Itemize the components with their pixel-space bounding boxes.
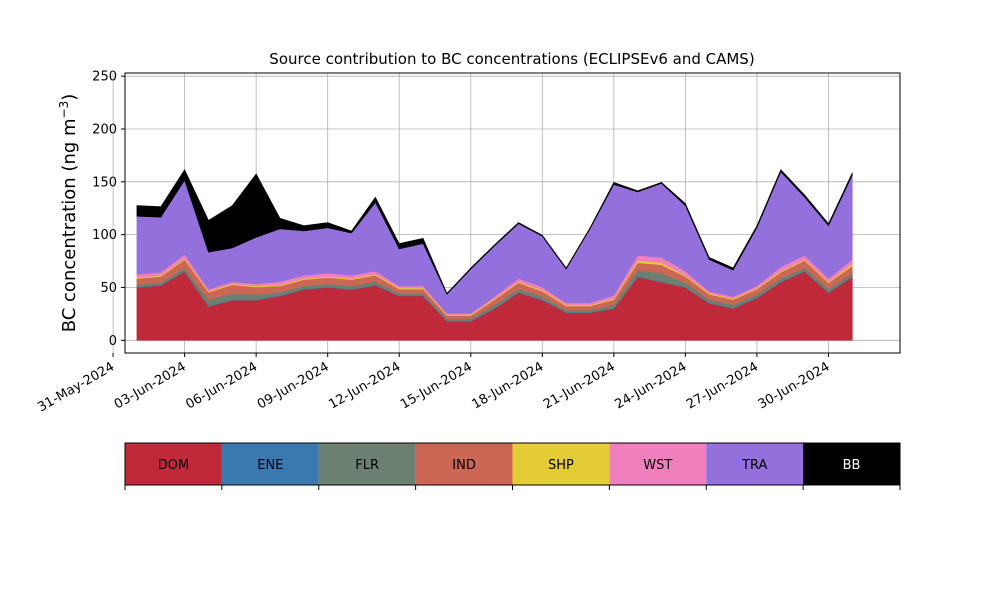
legend-swatch-ene	[221, 443, 319, 485]
x-tick-label: 31-May-2024	[35, 359, 117, 415]
y-axis-label-exponent: −3	[57, 101, 71, 119]
y-tick-label: 150	[92, 175, 117, 190]
x-tick-label: 27-Jun-2024	[684, 359, 761, 412]
y-tick-label: 50	[100, 281, 117, 296]
legend-label-tra: TRA	[741, 458, 767, 473]
legend-swatch-flr	[318, 443, 416, 485]
x-tick-label: 18-Jun-2024	[469, 359, 546, 412]
legend: DOM ENE FLR IND SHP WST TRA BB	[124, 442, 901, 490]
y-axis-label-close: )	[59, 94, 80, 101]
x-tick-label: 03-Jun-2024	[112, 359, 189, 412]
chart-title: Source contribution to BC concentrations…	[269, 50, 754, 68]
legend-label-shp: SHP	[548, 458, 574, 473]
x-tick-label: 09-Jun-2024	[255, 359, 332, 412]
series-area-bb	[136, 169, 853, 295]
legend-label-bb: BB	[843, 458, 861, 473]
x-tick-label: 21-Jun-2024	[541, 359, 618, 412]
legend-swatch-dom	[125, 443, 222, 485]
y-tick-label: 200	[92, 123, 117, 138]
legend-label-ene: ENE	[257, 458, 283, 473]
y-tick-label: 250	[92, 70, 117, 85]
plot-area: 0 50 100 150 200 250 31-May-202403-Jun-202406-…	[35, 70, 901, 415]
legend-swatch-shp	[512, 443, 610, 485]
y-axis-label: BC concentration (ng m−3)	[57, 94, 80, 333]
legend-swatch-tra	[706, 443, 804, 485]
x-tick-label: 15-Jun-2024	[398, 359, 475, 412]
legend-label-flr: FLR	[355, 458, 379, 473]
y-tick-label: 100	[92, 228, 117, 243]
legend-label-dom: DOM	[158, 458, 189, 473]
x-tick-label: 30-Jun-2024	[756, 359, 833, 412]
x-tick-label: 24-Jun-2024	[613, 359, 690, 412]
x-tick-label: 12-Jun-2024	[326, 359, 403, 412]
legend-swatch-ind	[415, 443, 513, 485]
plot-frame	[124, 72, 901, 354]
legend-label-ind: IND	[452, 458, 476, 473]
y-tick-label: 0	[109, 334, 117, 349]
legend-swatch-bb	[803, 443, 900, 485]
y-axis-label-main: BC concentration (ng m	[59, 118, 80, 332]
legend-swatch-wst	[609, 443, 707, 485]
legend-label-wst: WST	[643, 458, 672, 473]
x-tick-label: 06-Jun-2024	[183, 359, 260, 412]
